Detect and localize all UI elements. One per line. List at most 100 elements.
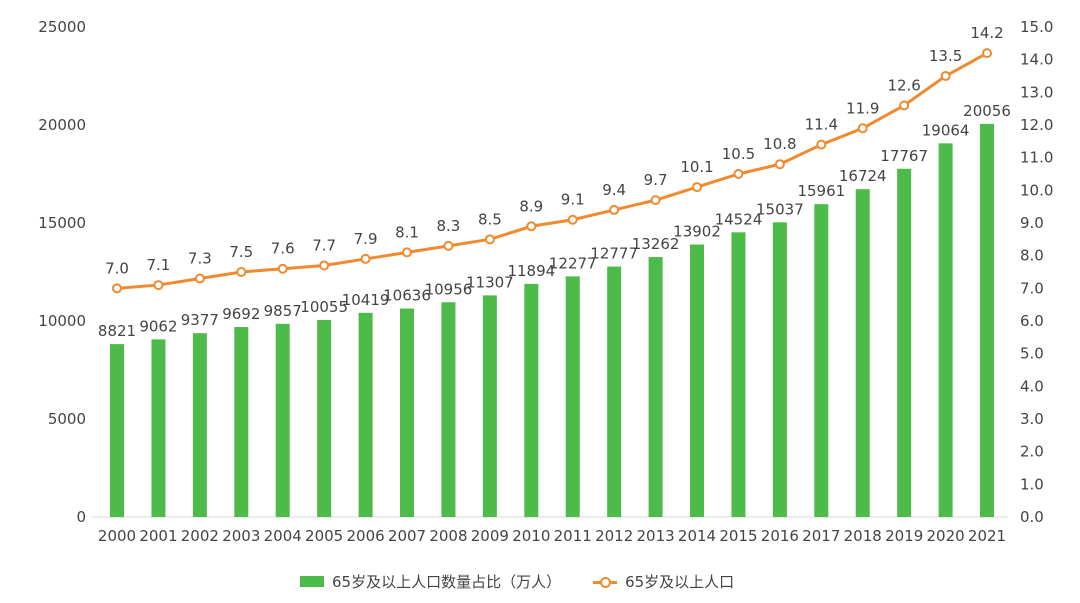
- bar: [814, 204, 829, 517]
- line-data-label: 13.5: [929, 47, 962, 65]
- bar: [234, 327, 249, 517]
- bar: [855, 189, 870, 517]
- bar-data-label: 10956: [425, 280, 473, 298]
- y-right-tick-label: 9.0: [1020, 214, 1044, 232]
- bar: [648, 257, 663, 517]
- line-point: [277, 263, 288, 274]
- line-data-label: 10.5: [722, 145, 755, 163]
- x-tick-label: 2017: [802, 527, 840, 545]
- x-tick-label: 2021: [968, 527, 1006, 545]
- line-data-label: 9.7: [644, 171, 668, 189]
- line-point: [319, 260, 330, 271]
- bar-data-label: 13902: [673, 223, 721, 241]
- line-data-label: 14.2: [970, 24, 1003, 42]
- line-point: [650, 195, 661, 206]
- x-tick-label: 2016: [761, 527, 799, 545]
- bar-data-label: 9692: [222, 305, 260, 323]
- line-data-label: 11.9: [846, 99, 879, 117]
- line-point: [360, 253, 371, 264]
- line-point: [153, 280, 164, 291]
- x-tick-label: 2002: [181, 527, 219, 545]
- line-data-label: 7.5: [229, 243, 253, 261]
- y-right-tick-label: 13.0: [1020, 83, 1053, 101]
- x-tick-label: 2006: [346, 527, 384, 545]
- y-right-tick-label: 14.0: [1020, 51, 1053, 69]
- y-right-tick-label: 15.0: [1020, 18, 1053, 36]
- line-point: [982, 48, 993, 59]
- bar-data-label: 10055: [300, 298, 348, 316]
- legend-swatch-line: [593, 576, 618, 588]
- bar-data-label: 11894: [507, 262, 555, 280]
- line-point: [402, 247, 413, 258]
- bar: [275, 323, 290, 517]
- bar-data-label: 19064: [922, 121, 970, 139]
- x-tick-label: 2011: [554, 527, 592, 545]
- bar-data-label: 14524: [715, 210, 763, 228]
- line-point: [112, 283, 122, 294]
- line-point: [567, 214, 578, 225]
- legend-swatch-bar: [300, 576, 324, 587]
- x-tick-label: 2018: [844, 527, 882, 545]
- line-point: [609, 204, 620, 215]
- line-data-label: 11.4: [805, 116, 838, 134]
- line-data-label: 10.8: [763, 135, 796, 153]
- y-right-tick-label: 11.0: [1020, 149, 1053, 167]
- legend: 65岁及以上人口数量占比（万人） 65岁及以上人口: [300, 571, 766, 592]
- bar-data-label: 10419: [342, 291, 390, 309]
- x-tick-label: 2012: [595, 527, 633, 545]
- bar: [524, 283, 539, 517]
- bar: [400, 308, 415, 517]
- bar: [731, 232, 746, 518]
- x-tick-label: 2009: [471, 527, 509, 545]
- line-point: [774, 159, 785, 170]
- x-tick-label: 2000: [98, 527, 136, 545]
- bar-data-label: 9062: [139, 317, 177, 335]
- line-data-label: 7.7: [312, 236, 336, 254]
- bar: [192, 333, 207, 517]
- bar: [607, 266, 622, 517]
- line-point: [236, 267, 247, 277]
- legend-item-line[interactable]: 65岁及以上人口: [593, 571, 734, 592]
- x-tick-label: 2005: [305, 527, 343, 545]
- chart: 0 5000 10000 15000 20000 25000 0.0 1.0 2.0 3.0 4.0…: [38, 18, 1053, 545]
- x-tick-label: 2004: [264, 527, 302, 545]
- line-point: [484, 234, 495, 245]
- line-point: [692, 182, 703, 193]
- bar: [690, 244, 705, 517]
- bar-data-label: 20056: [963, 102, 1011, 120]
- bar: [110, 344, 124, 517]
- line-point: [816, 139, 827, 150]
- y-right-tick-label: 7.0: [1020, 279, 1044, 297]
- line-data-label: 7.3: [188, 250, 212, 268]
- line-data-label: 7.9: [354, 230, 378, 248]
- bar: [938, 143, 953, 518]
- y-right-tick-label: 8.0: [1020, 247, 1044, 265]
- bar: [897, 168, 912, 518]
- x-tick-label: 2001: [139, 527, 177, 545]
- bar: [358, 312, 373, 517]
- line-point: [526, 221, 537, 232]
- y-left-tick-label: 10000: [38, 312, 86, 330]
- x-tick-label: 2010: [512, 527, 550, 545]
- x-tick-label: 2020: [927, 527, 965, 545]
- bar-data-label: 12777: [590, 245, 638, 263]
- line-point: [194, 273, 205, 284]
- line-point: [857, 123, 868, 134]
- line-point: [443, 240, 454, 251]
- bar-data-label: 13262: [632, 235, 680, 253]
- x-tick-label: 2014: [678, 527, 716, 545]
- legend-item-bar[interactable]: 65岁及以上人口数量占比（万人）: [300, 571, 561, 592]
- line-data-label: 8.3: [437, 217, 461, 235]
- y-right-tick-label: 0.0: [1020, 508, 1044, 526]
- bar-data-label: 12277: [549, 254, 597, 272]
- bar-data-label: 10636: [383, 287, 431, 305]
- line-data-label: 8.1: [395, 223, 419, 241]
- y-left-tick-label: 0: [76, 508, 86, 526]
- line-point: [733, 169, 744, 179]
- legend-label-line: 65岁及以上人口: [625, 573, 735, 591]
- line-data-label: 10.1: [680, 158, 713, 176]
- bar: [772, 222, 787, 518]
- bar-data-label: 15961: [797, 182, 845, 200]
- y-right-tick-label: 4.0: [1020, 377, 1044, 395]
- x-tick-label: 2007: [388, 527, 426, 545]
